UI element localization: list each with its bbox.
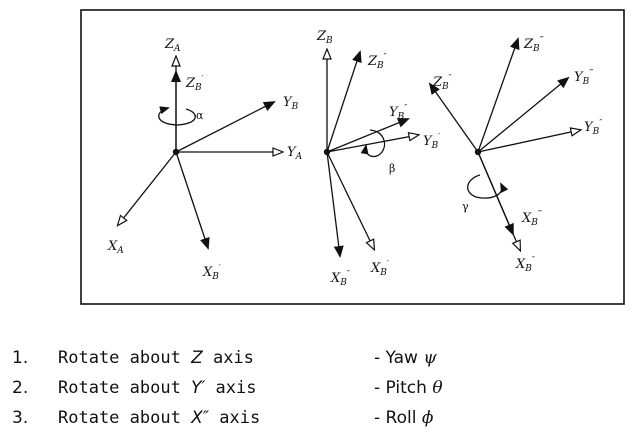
step-number: 2. (12, 378, 29, 398)
axis-xa (118, 151, 177, 225)
label-ya: YA (287, 145, 303, 162)
origin-b (323, 148, 331, 156)
step-axis: Y′ (191, 378, 206, 398)
step-row: 2. Rotate about Y′ axis - Pitch θ (12, 378, 632, 408)
step-axis: X″ (191, 408, 210, 428)
axis-yb2-right (477, 130, 580, 153)
step-row: 3. Rotate about X″ axis - Roll ϕ (12, 408, 632, 438)
label-yb1-mid: YB′ (423, 132, 440, 151)
rotation-steps-list: 1. Rotate about Z axis - Yaw ψ 2. Rotate… (12, 348, 632, 438)
label-yb3-right: YB‴ (574, 68, 594, 87)
step-action: Rotate about Y′ axis (58, 378, 257, 398)
step-axis: Z (191, 348, 203, 368)
axis-zb2-mid (326, 50, 362, 153)
angle-symbol: ψ (423, 348, 437, 368)
label-alpha: α (196, 109, 204, 122)
roll-frame (428, 37, 580, 250)
label-zb2-mid: ZB″ (367, 52, 387, 71)
step-action: Rotate about Z axis (58, 348, 254, 368)
label-yb2-right: YB″ (584, 118, 602, 137)
label-zb2-right: ZB″ (432, 73, 452, 92)
origin-c (474, 148, 482, 156)
label-xa: XA (107, 239, 124, 256)
label-xb-prime: XB′ (202, 263, 221, 282)
angle-symbol: ϕ (421, 408, 434, 428)
label-za: ZA (164, 37, 181, 54)
diagram-frame (80, 9, 625, 305)
step-action: Rotate about X″ axis (58, 408, 261, 428)
axis-xb1-mid (326, 151, 374, 249)
label-yb2-mid: YB″ (389, 103, 407, 122)
step-angle: - Roll ϕ (374, 408, 434, 428)
label-zb-mid: ZB (316, 29, 333, 46)
axis-yb2-mid (326, 118, 410, 153)
axis-xb2-mid (326, 151, 344, 258)
step-angle: - Yaw ψ (374, 348, 437, 368)
rotation-arrow-beta (360, 129, 386, 158)
pitch-frame (326, 50, 418, 258)
axis-zb3-right (477, 37, 520, 153)
label-xb1-mid: XB′ (370, 259, 389, 278)
label-yb: YB (283, 95, 299, 112)
label-zb3-right: ZB‴ (523, 35, 545, 54)
axis-zb2-right (428, 82, 479, 153)
step-number: 1. (12, 348, 29, 368)
angle-symbol: θ (432, 378, 443, 398)
label-zb-prime: ZB′ (185, 74, 204, 93)
origin-a (172, 148, 180, 156)
axis-yb3-right (477, 76, 570, 153)
step-number: 3. (12, 408, 29, 428)
axis-yb (175, 101, 276, 153)
label-beta: β (389, 162, 395, 175)
axis-xb2-right (477, 151, 520, 250)
step-angle: - Pitch θ (374, 378, 443, 398)
rotation-arrow-gamma (467, 174, 509, 199)
axis-yb1-mid (326, 135, 418, 153)
axis-xb-prime (175, 151, 210, 250)
step-row: 1. Rotate about Z axis - Yaw ψ (12, 348, 632, 378)
label-xb2-right: XB″ (515, 255, 535, 274)
yaw-frame (118, 57, 282, 250)
label-gamma: γ (462, 200, 469, 213)
rotation-arrow-alpha (158, 106, 196, 126)
label-xb2-mid: XB″ (330, 269, 350, 288)
label-xb3-right: XB‴ (521, 209, 543, 228)
